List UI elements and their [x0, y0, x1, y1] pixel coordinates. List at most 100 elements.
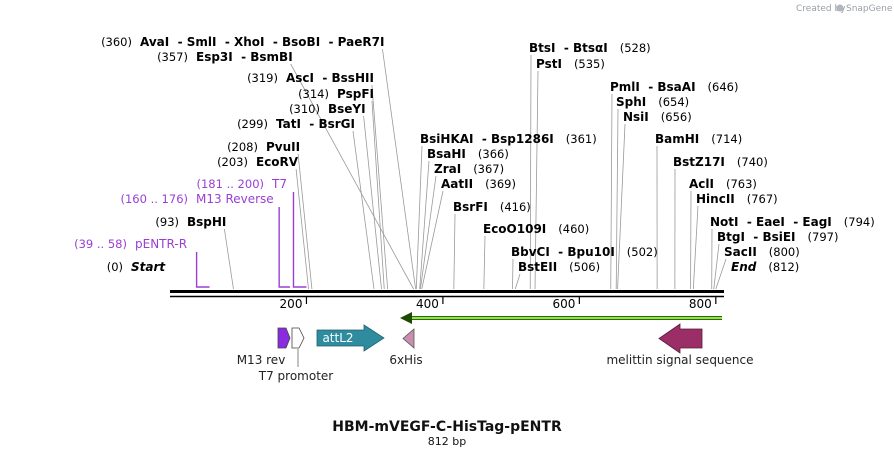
site-position: (361): [566, 132, 597, 146]
site-label-29: BtgI - BsiEI (797): [717, 230, 838, 244]
site-leader: [290, 63, 414, 290]
site-position: (357): [157, 50, 188, 64]
site-name: BtsI - BtsαI: [529, 41, 608, 55]
feature-m13-rev: [277, 327, 291, 349]
site-position: (366): [478, 147, 509, 161]
feature-label-melittin: melittin signal sequence: [606, 353, 753, 367]
site-position: (319): [247, 71, 278, 85]
primer-label-3: pENTR-R (39 .. 58): [74, 237, 187, 251]
site-label-1: AvaI - SmlI - XhoI - BsoBI - PaeR7I (360): [101, 35, 384, 49]
site-name: SacII: [724, 245, 757, 259]
site-label-19: BbvCI - Bpu10I (502): [511, 245, 658, 259]
site-name: BamHI: [655, 132, 699, 146]
site-name: AclI: [689, 177, 714, 191]
site-position: (360): [101, 35, 132, 49]
site-name: BspHI: [187, 215, 226, 229]
site-position: (310): [289, 102, 320, 116]
site-name: TatI - BsrGI: [276, 117, 355, 131]
site-leader: [617, 123, 626, 290]
site-label-6: TatI - BsrGI (299): [237, 117, 355, 131]
restriction-site-labels: AvaI - SmlI - XhoI - BsoBI - PaeR7I (360)…: [101, 35, 875, 274]
site-leader: [295, 168, 309, 290]
site-position: (797): [808, 230, 839, 244]
primer-labels: T7 (181 .. 200)M13 Reverse (160 .. 176) pEN…: [74, 177, 287, 251]
primer-name: T7: [271, 177, 287, 191]
site-label-18: EcoO109I (460): [483, 222, 589, 236]
primer-marker: [195, 252, 210, 288]
site-label-22: SphI (654): [616, 95, 689, 109]
site-label-13: BsiHKAI - Bsp1286I (361): [420, 132, 597, 146]
site-name: Start: [131, 260, 166, 274]
site-label-15: ZraI (367): [434, 162, 504, 176]
site-label-31: End (812): [731, 260, 799, 274]
site-label-20: BstEII (506): [518, 260, 600, 274]
site-leader: [713, 243, 720, 290]
site-name: End: [731, 260, 757, 274]
primer-marker: [292, 192, 307, 288]
site-label-16: AatII (369): [441, 177, 516, 191]
tick-label: 800: [689, 297, 712, 311]
site-leader: [371, 84, 389, 290]
site-label-21: PmlI - BsaAI (646): [610, 80, 738, 94]
site-leader: [514, 273, 521, 290]
site-position: (794): [844, 215, 875, 229]
site-label-23: NsiI (656): [623, 110, 692, 124]
feature-t7-promoter: [291, 327, 305, 367]
site-leader: [419, 160, 430, 290]
site-name: AscI - BssHII: [286, 71, 374, 85]
site-name: NotI - EaeI - EagI: [710, 215, 832, 229]
site-name: PstI: [536, 57, 562, 71]
site-position: (656): [661, 110, 692, 124]
site-label-4: PspFI (314): [298, 87, 374, 101]
site-leader: [512, 258, 514, 290]
site-leader: [421, 190, 444, 290]
site-label-11: BtsI - BtsαI (528): [529, 41, 651, 55]
site-name: BtgI - BsiEI: [717, 230, 796, 244]
site-position: (714): [711, 132, 742, 146]
site-name: BsiHKAI - Bsp1286I: [420, 132, 554, 146]
site-name: EcoRV: [256, 155, 299, 169]
site-position: (0): [107, 260, 123, 274]
site-position: (314): [298, 87, 329, 101]
site-name: NsiI: [623, 110, 649, 124]
feature-label-6xhis: 6xHis: [389, 353, 422, 367]
tick-label: 200: [280, 297, 303, 311]
site-name: AatII: [441, 177, 473, 191]
site-leader: [297, 153, 313, 290]
site-position: (763): [726, 177, 757, 191]
site-label-2: Esp3I - BsmBI (357): [157, 50, 293, 64]
site-label-30: SacII (800): [724, 245, 800, 259]
site-leader: [382, 48, 417, 290]
site-leader: [529, 54, 532, 290]
site-leader: [453, 213, 456, 290]
site-label-25: BstZ17I (740): [673, 155, 768, 169]
site-leader: [715, 258, 727, 290]
feature-label-m13-rev: M13 rev: [237, 353, 286, 367]
site-label-28: NotI - EaeI - EagI (794): [710, 215, 875, 229]
site-leader: [352, 130, 375, 290]
site-name: PvuII: [266, 140, 300, 154]
site-leader: [419, 175, 437, 290]
site-name: Esp3I - BsmBI: [196, 50, 293, 64]
site-position: (460): [558, 222, 589, 236]
site-name: BstEII: [518, 260, 557, 274]
ruler-ticks: 200 400 600 800: [280, 297, 717, 311]
brand-text: SnapGene: [846, 4, 893, 14]
site-position: (369): [485, 177, 516, 191]
site-position: (535): [574, 57, 605, 71]
site-position: (812): [768, 260, 799, 274]
site-position: (208): [227, 140, 258, 154]
site-position: (367): [473, 162, 504, 176]
site-leader: [363, 115, 382, 290]
site-position: (528): [620, 41, 651, 55]
site-leader: [610, 93, 613, 290]
site-position: (93): [155, 215, 179, 229]
primer-name: pENTR-R: [135, 237, 187, 251]
site-position: (740): [737, 155, 768, 169]
site-position: (800): [769, 245, 800, 259]
tick-label: 600: [552, 297, 575, 311]
primer-range: (160 .. 176): [121, 192, 189, 206]
feature-label-t7-promoter: T7 promoter: [258, 369, 334, 383]
site-position: (203): [217, 155, 248, 169]
